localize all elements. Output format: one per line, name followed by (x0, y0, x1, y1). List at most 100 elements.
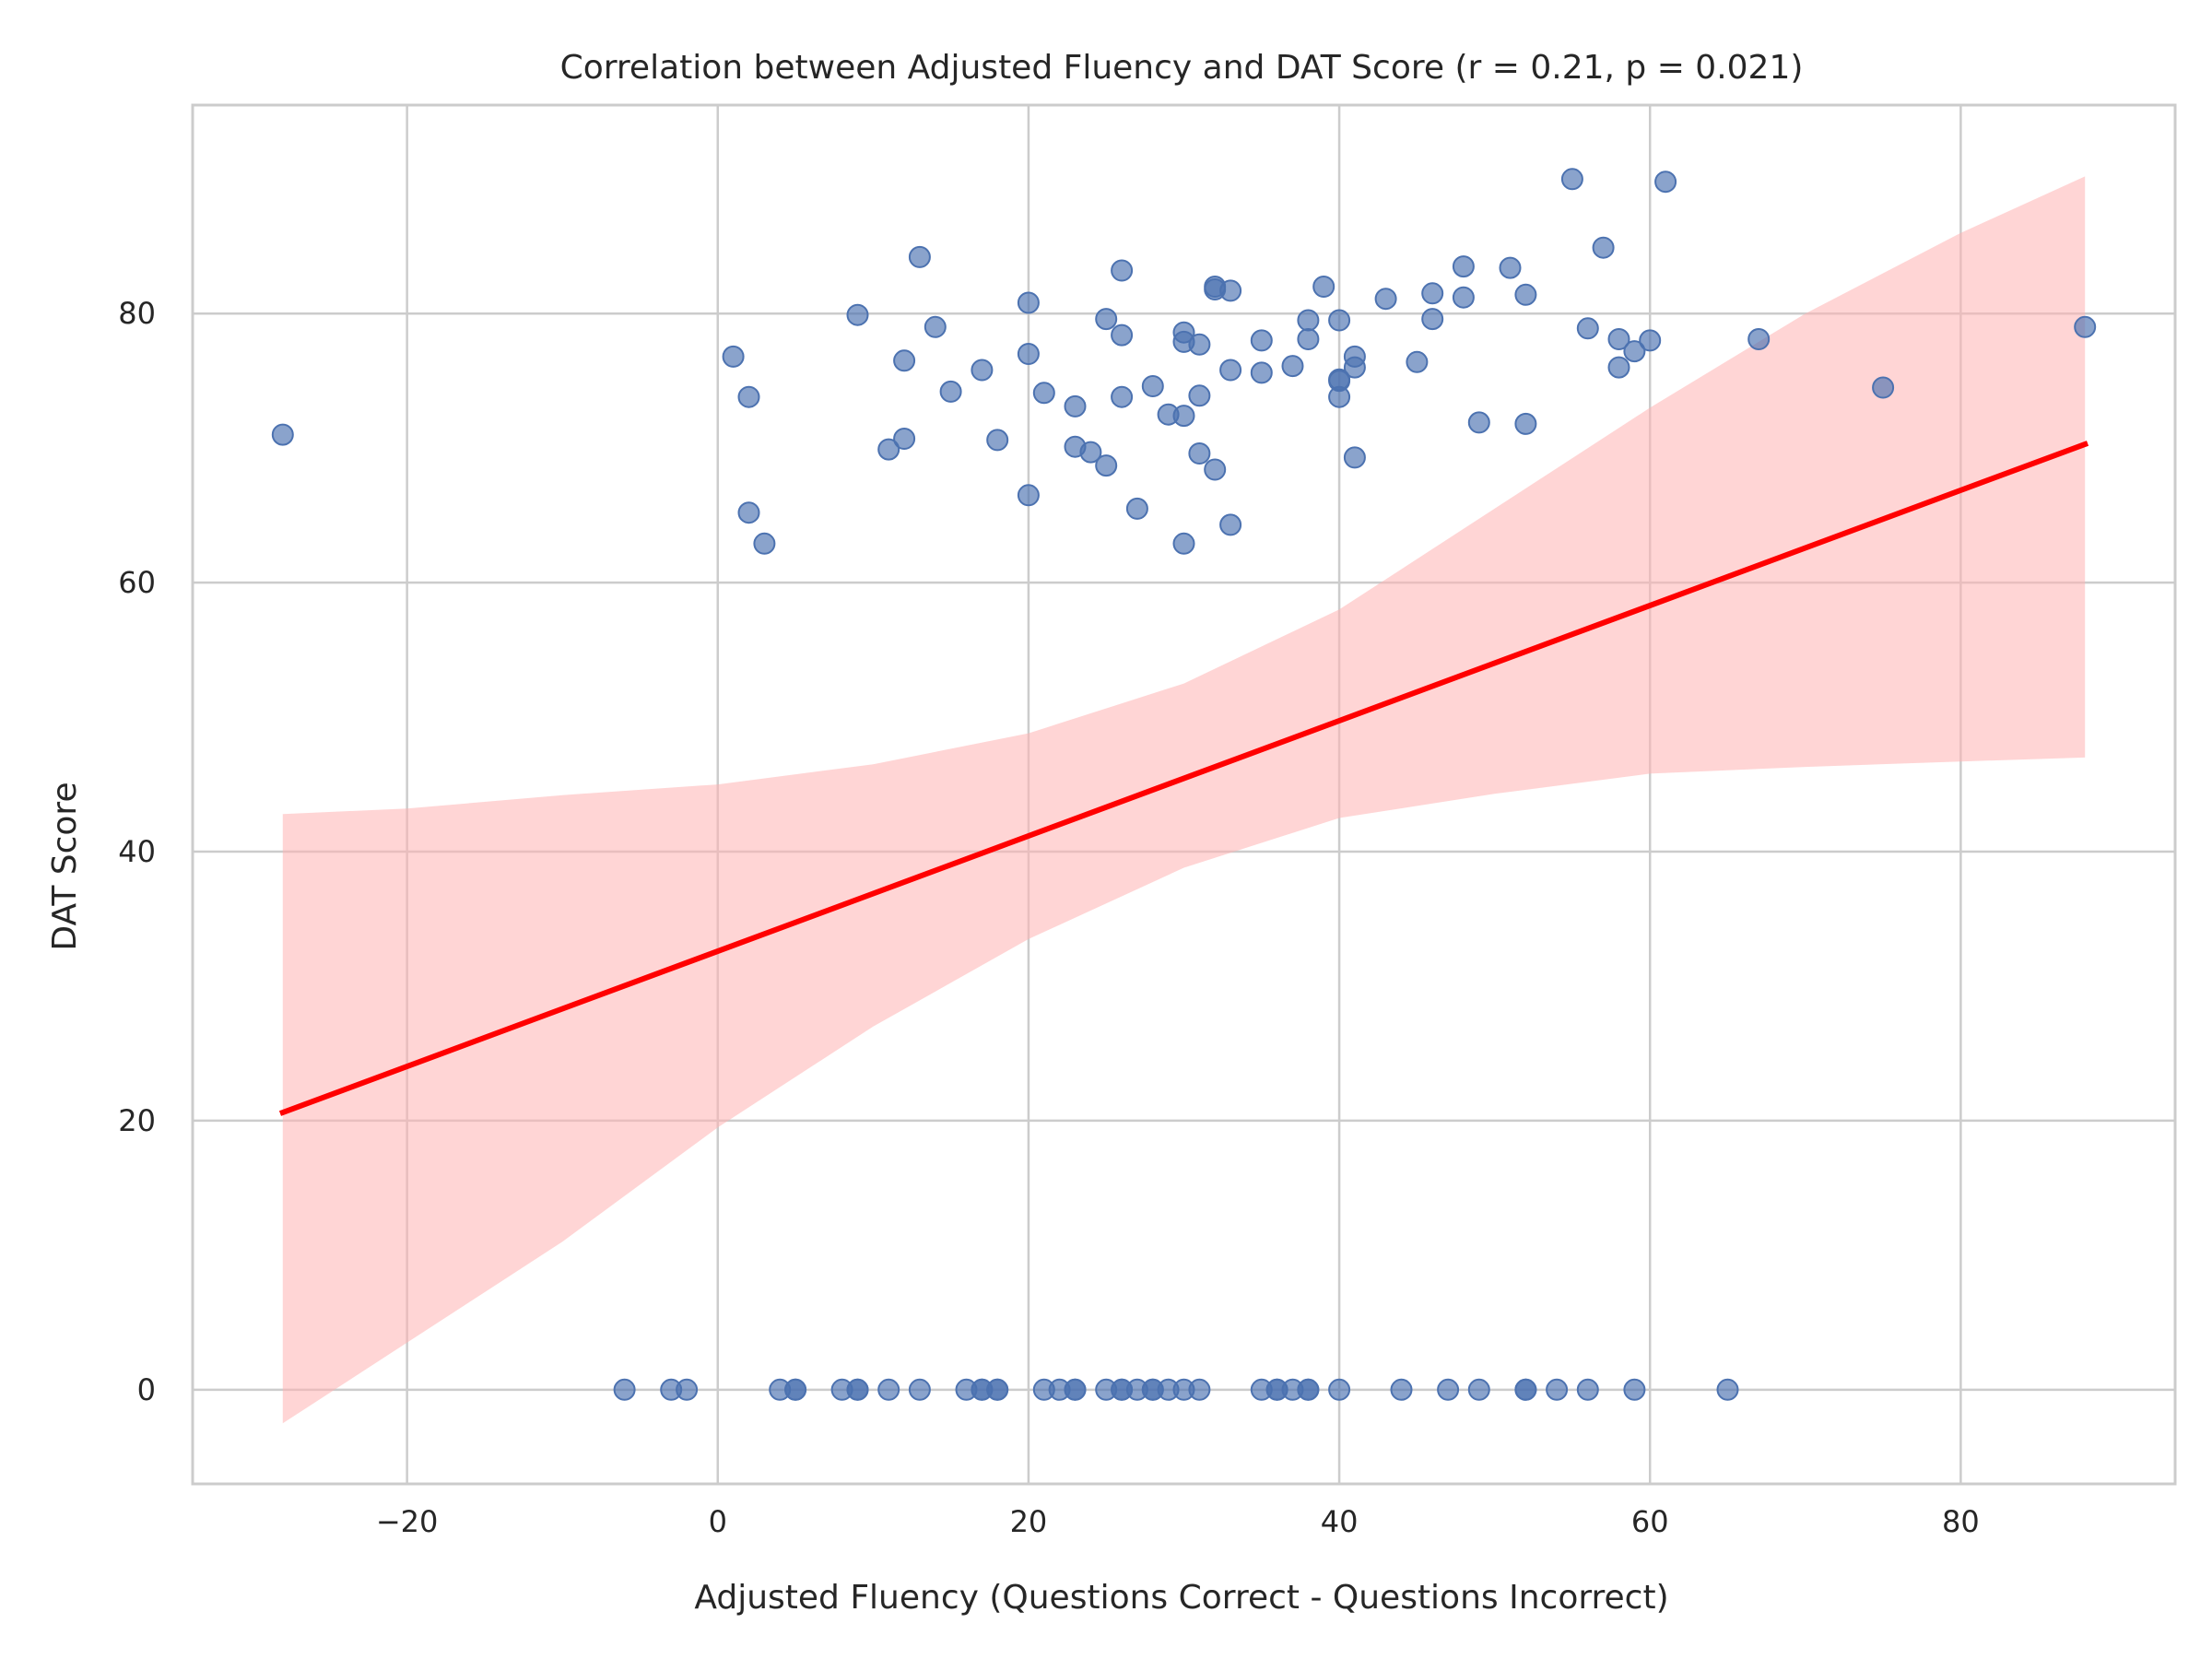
data-point (877, 1378, 900, 1401)
data-point (1219, 279, 1242, 302)
data-point (1576, 1378, 1599, 1401)
data-point (1064, 394, 1087, 418)
regression-line-layer (278, 441, 2089, 1116)
data-point (1514, 1378, 1537, 1401)
data-point (1592, 236, 1615, 259)
data-point (737, 501, 760, 524)
data-point (1095, 308, 1118, 331)
data-point (613, 1378, 636, 1401)
y-tick-label: 40 (118, 834, 156, 869)
x-tick-label: 40 (1321, 1504, 1359, 1539)
data-point (1654, 171, 1677, 194)
data-point (1623, 340, 1646, 363)
confidence-band (282, 176, 2086, 1424)
data-point (1514, 412, 1537, 435)
data-point (939, 380, 962, 403)
y-tick-label: 20 (118, 1103, 156, 1138)
data-point (1204, 458, 1227, 481)
data-point (1125, 497, 1148, 520)
data-point (1297, 1378, 1320, 1401)
data-point (1421, 308, 1444, 331)
data-point (753, 532, 776, 555)
data-point (1514, 283, 1537, 306)
data-point (924, 315, 947, 338)
data-point (1576, 317, 1599, 340)
y-tick-label: 80 (118, 296, 156, 331)
y-tick-label: 0 (137, 1372, 156, 1407)
data-point (986, 1378, 1009, 1401)
x-axis-label: Adjusted Fluency (Questions Correct - Qu… (694, 1579, 1668, 1617)
data-point (1328, 370, 1351, 393)
data-point (1172, 532, 1195, 555)
data-point (271, 423, 294, 446)
x-tick-label: 0 (709, 1504, 727, 1539)
data-point (971, 359, 994, 382)
data-point (846, 303, 869, 326)
data-point (1452, 286, 1475, 309)
data-point (893, 428, 916, 450)
data-point (1467, 411, 1490, 434)
data-point (877, 438, 900, 461)
data-point (1188, 384, 1211, 407)
data-point (1079, 441, 1102, 464)
data-point (1017, 484, 1040, 507)
data-point (1297, 309, 1320, 332)
plot-border (191, 103, 2177, 1486)
regression-line (278, 441, 2089, 1116)
data-point (846, 1378, 869, 1401)
data-point (1111, 259, 1134, 282)
data-point (1328, 309, 1351, 332)
x-tick-label: −20 (376, 1504, 439, 1539)
data-point (908, 245, 931, 268)
y-axis-label: DAT Score (46, 782, 84, 950)
data-point (1343, 356, 1366, 379)
data-point (1188, 333, 1211, 356)
data-point (2074, 315, 2097, 338)
data-point (1017, 343, 1040, 365)
data-point (737, 385, 760, 408)
data-point (1017, 291, 1040, 314)
data-point (1250, 329, 1273, 352)
data-point (1390, 1378, 1413, 1401)
data-point (1281, 355, 1304, 378)
data-point (1560, 168, 1583, 191)
data-points (271, 168, 2097, 1401)
y-tick-label: 60 (118, 565, 156, 600)
plot-frame (191, 103, 2177, 1486)
data-point (1297, 328, 1320, 350)
data-point (1111, 385, 1134, 408)
data-point (986, 429, 1009, 452)
data-point (908, 1378, 931, 1401)
data-point (1064, 1378, 1087, 1401)
data-point (1188, 442, 1211, 465)
data-point (784, 1378, 807, 1401)
data-point (1607, 328, 1630, 350)
chart-title: Correlation between Adjusted Fluency and… (560, 49, 1804, 87)
data-point (1172, 405, 1195, 428)
data-point (1374, 288, 1397, 311)
data-point (1219, 513, 1242, 536)
data-point (1716, 1378, 1739, 1401)
tick-labels: −20 0 20 40 60 80 0 20 40 60 80 (118, 296, 1979, 1539)
confidence-band-layer (282, 176, 2086, 1424)
data-point (1141, 375, 1164, 397)
data-point (1467, 1378, 1490, 1401)
data-point (676, 1378, 699, 1401)
x-tick-label: 80 (1942, 1504, 1980, 1539)
data-point (1312, 276, 1335, 298)
data-point (1437, 1378, 1460, 1401)
data-point (1623, 1378, 1646, 1401)
data-point (1219, 359, 1242, 382)
x-tick-label: 60 (1631, 1504, 1669, 1539)
x-tick-label: 20 (1010, 1504, 1048, 1539)
data-point (1328, 1378, 1351, 1401)
data-point (1546, 1378, 1569, 1401)
data-point (1111, 324, 1134, 347)
data-point (1747, 328, 1771, 350)
data-point (1188, 1378, 1211, 1401)
data-point (722, 345, 745, 368)
data-point (1607, 356, 1630, 379)
data-point (1452, 255, 1475, 278)
data-point (1343, 446, 1366, 469)
